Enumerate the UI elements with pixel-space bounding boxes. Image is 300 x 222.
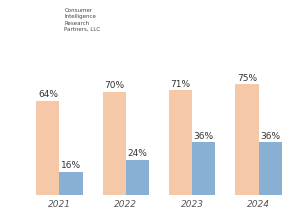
Bar bbox=[259, 142, 282, 195]
Bar bbox=[235, 84, 259, 195]
Text: 36%: 36% bbox=[194, 132, 214, 141]
Text: 75%: 75% bbox=[237, 74, 257, 83]
Text: 71%: 71% bbox=[170, 80, 190, 89]
Text: 16%: 16% bbox=[61, 161, 81, 170]
Text: 36%: 36% bbox=[260, 132, 280, 141]
Bar bbox=[169, 90, 192, 195]
Bar bbox=[126, 160, 149, 195]
Bar bbox=[192, 142, 215, 195]
Text: Consumer
Intelligence
Research
Partners, LLC: Consumer Intelligence Research Partners,… bbox=[64, 8, 100, 32]
Text: 64%: 64% bbox=[38, 90, 58, 99]
Text: 24%: 24% bbox=[128, 149, 147, 158]
Bar bbox=[103, 92, 126, 195]
Text: CIRP: CIRP bbox=[5, 24, 55, 43]
Bar bbox=[59, 172, 83, 195]
Text: 70%: 70% bbox=[104, 81, 124, 90]
Bar bbox=[36, 101, 59, 195]
